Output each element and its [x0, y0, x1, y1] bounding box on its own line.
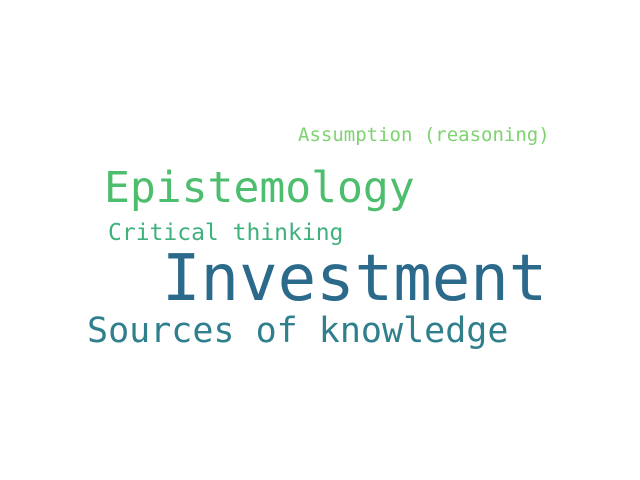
word-investment: Investment	[162, 242, 548, 316]
word-assumption-reasoning: Assumption (reasoning)	[298, 124, 550, 146]
word-sources-of-knowledge: Sources of knowledge	[87, 311, 509, 351]
word-critical-thinking: Critical thinking	[108, 220, 344, 246]
word-epistemology: Epistemology	[104, 163, 415, 213]
